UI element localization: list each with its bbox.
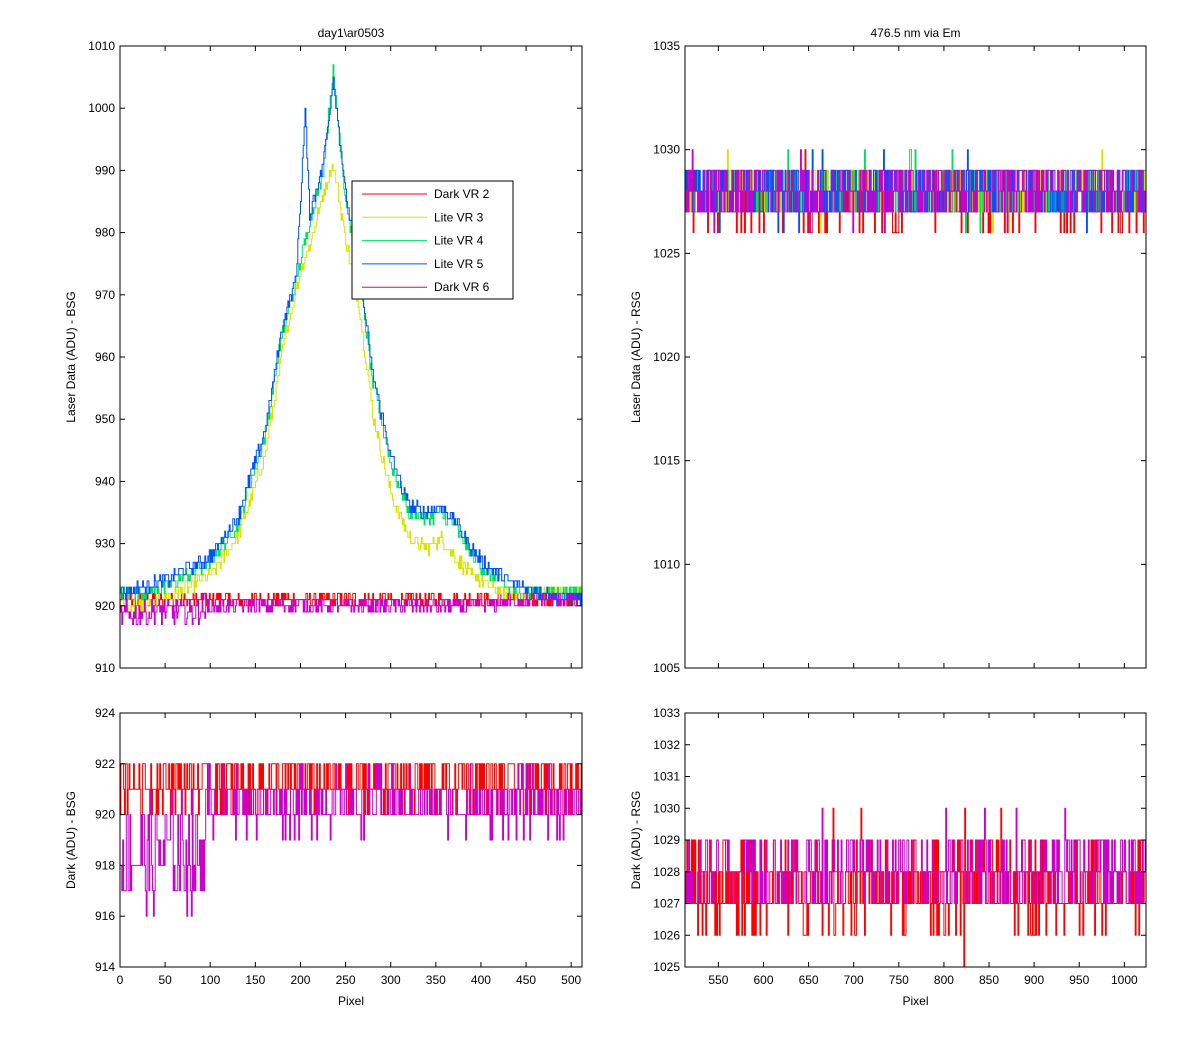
- x-tick-label: 200: [290, 973, 310, 987]
- y-tick-label: 920: [95, 808, 115, 822]
- x-axis-label: Pixel: [338, 994, 364, 1008]
- plot-area-bottom-right: [685, 807, 1146, 967]
- y-tick-label: 930: [95, 537, 115, 551]
- plot-area-bottom-left: [120, 763, 582, 917]
- legend-label-lite-vr-5: Lite VR 5: [434, 257, 484, 271]
- y-tick-label: 1025: [653, 960, 680, 974]
- x-tick-label: 750: [889, 973, 909, 987]
- legend-label-dark-vr-2: Dark VR 2: [434, 187, 490, 201]
- legend-label-lite-vr-4: Lite VR 4: [434, 234, 484, 248]
- y-tick-label: 1030: [653, 801, 680, 815]
- y-axis-label: Dark (ADU) - BSG: [64, 791, 78, 889]
- series-line-lite-vr-4: [120, 64, 582, 601]
- y-tick-label: 1027: [653, 897, 680, 911]
- legend-label-lite-vr-3: Lite VR 3: [434, 210, 484, 224]
- y-tick-label: 1020: [653, 350, 680, 364]
- axes-frame: [684, 45, 1147, 669]
- y-tick-label: 1028: [653, 865, 680, 879]
- x-tick-label: 900: [1024, 973, 1044, 987]
- y-tick-label: 940: [95, 474, 115, 488]
- plot-area-top-right: [685, 149, 1146, 234]
- x-tick-label: 450: [516, 973, 536, 987]
- y-tick-label: 990: [95, 163, 115, 177]
- x-tick-label: 800: [934, 973, 954, 987]
- x-tick-label: 950: [1069, 973, 1089, 987]
- y-axis-label: Laser Data (ADU) - RSG: [629, 291, 643, 423]
- x-tick-label: 500: [561, 973, 581, 987]
- y-tick-label: 1033: [653, 706, 680, 720]
- y-tick-label: 1025: [653, 246, 680, 260]
- x-tick-label: 350: [426, 973, 446, 987]
- x-tick-label: 550: [708, 973, 728, 987]
- y-tick-label: 1035: [653, 39, 680, 53]
- axes-bottom-right: 550 600 650 700 750 800 850 900 950 1000 1025 1026 1…: [629, 706, 1147, 1008]
- y-tick-label: 1005: [653, 661, 680, 675]
- series-line-dark-vr-6: [685, 807, 1146, 904]
- y-tick-label: 914: [95, 960, 115, 974]
- y-tick-label: 916: [95, 909, 115, 923]
- series-line-dark-vr-6: [120, 592, 582, 625]
- y-axis-label: Laser Data (ADU) - BSG: [64, 291, 78, 422]
- legend-box: [351, 180, 514, 300]
- x-tick-label: 300: [381, 973, 401, 987]
- y-tick-label: 1010: [653, 557, 680, 571]
- y-tick-label: 924: [95, 706, 115, 720]
- y-tick-label: 1015: [653, 454, 680, 468]
- y-tick-label: 918: [95, 858, 115, 872]
- series-line-lite-vr-5: [120, 76, 582, 607]
- series-line-dark-vr-2: [685, 807, 1146, 967]
- legend-label-dark-vr-6: Dark VR 6: [434, 280, 490, 294]
- x-tick-label: 50: [158, 973, 172, 987]
- y-tick-label: 922: [95, 757, 115, 771]
- x-tick-label: 600: [753, 973, 773, 987]
- y-tick-label: 960: [95, 350, 115, 364]
- axes-frame: [119, 712, 583, 968]
- legend: Dark VR 2 Lite VR 3 Lite VR 4 Lite VR 5 Dark…: [351, 180, 514, 300]
- y-tick-label: 910: [95, 661, 115, 675]
- chart-title: 476.5 nm via Em: [870, 26, 960, 40]
- y-tick-label: 980: [95, 226, 115, 240]
- x-tick-label: 0: [117, 973, 124, 987]
- series-line-dark-vr-2: [120, 763, 582, 816]
- y-tick-label: 1026: [653, 928, 680, 942]
- axes-bottom-left: 0 50 100 150 200 250 300 350 400 450 500 914 916 918 9…: [64, 706, 583, 1008]
- y-tick-label: 920: [95, 599, 115, 613]
- y-axis-label: Dark (ADU) - RSG: [629, 791, 643, 890]
- y-tick-label: 950: [95, 412, 115, 426]
- y-tick-label: 1032: [653, 738, 680, 752]
- y-tick-label: 1010: [88, 39, 115, 53]
- x-tick-label: 100: [200, 973, 220, 987]
- x-tick-label: 850: [979, 973, 999, 987]
- x-tick-label: 700: [844, 973, 864, 987]
- y-tick-label: 1031: [653, 770, 680, 784]
- x-tick-label: 400: [471, 973, 491, 987]
- x-tick-label: 650: [799, 973, 819, 987]
- axes-top-right: 1005 1010 1015 1020 1025 1030 1035 476.5 nm via…: [629, 26, 1147, 675]
- plot-area-top-left: [120, 64, 582, 625]
- y-tick-label: 970: [95, 288, 115, 302]
- chart-title: day1\ar0503: [318, 26, 385, 40]
- y-tick-label: 1029: [653, 833, 680, 847]
- series-line-dark-vr-6: [120, 763, 582, 917]
- y-tick-label: 1030: [653, 143, 680, 157]
- series-line-dark-vr-2: [120, 592, 582, 607]
- y-tick-label: 1000: [88, 101, 115, 115]
- x-tick-label: 150: [245, 973, 265, 987]
- x-tick-label: 250: [336, 973, 356, 987]
- x-axis-label: Pixel: [902, 994, 928, 1008]
- axes-top-left: 910 920 930 940 950 960 970 980 990 1000 1010 day1\…: [64, 26, 583, 675]
- x-tick-label: 1000: [1111, 973, 1138, 987]
- series-line-dark-vr-6: [685, 149, 1146, 234]
